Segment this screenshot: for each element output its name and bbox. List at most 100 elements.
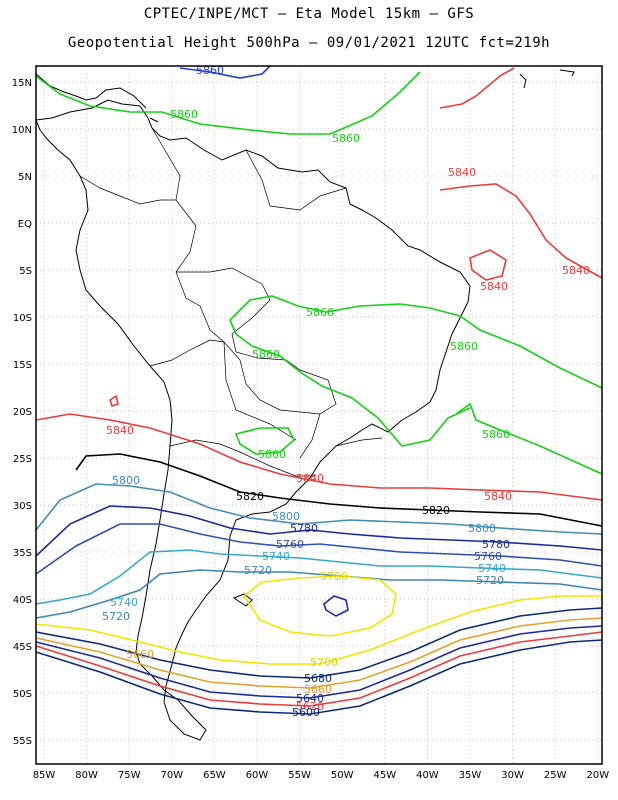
contour-label: 5860 <box>196 64 224 77</box>
contour-label: 5860 <box>450 340 478 353</box>
lat-tick-label: 10S <box>13 313 32 324</box>
contour-label: 5780 <box>290 522 318 535</box>
map-frame <box>35 65 603 765</box>
contour-5660 <box>35 617 603 689</box>
contour-5860-brazil-loop <box>229 319 471 447</box>
contour-5840-small <box>109 394 119 408</box>
falklands <box>232 593 253 607</box>
contour-label: 5620 <box>296 700 324 713</box>
contour-label: 5720 <box>244 564 272 577</box>
contour-5820 <box>75 453 603 527</box>
lat-tick-label: 20S <box>13 407 32 418</box>
contour-label: 5800 <box>468 522 496 535</box>
contour-5720 <box>35 569 603 619</box>
lat-tick-label: 15S <box>13 360 32 371</box>
contour-5860-coast <box>455 402 603 475</box>
contour-label: 5840 <box>106 424 134 437</box>
country-borders <box>79 127 383 477</box>
contour-5700-closed <box>242 575 397 637</box>
contour-5800 <box>35 483 603 535</box>
contour-5860-brazil <box>229 295 603 389</box>
contour-5840-main <box>35 413 603 501</box>
caribbean-islands <box>149 69 575 123</box>
contour-label: 5860 <box>482 428 510 441</box>
lat-tick-label: EQ <box>18 219 32 230</box>
contour-5860-closed <box>234 427 295 455</box>
contour-5600 <box>35 639 603 715</box>
contour-label: 5680 <box>304 672 332 685</box>
contour-label: 5700 <box>310 656 338 669</box>
contour-5700-small <box>323 595 349 617</box>
contour-label: 5860 <box>170 108 198 121</box>
lon-tick-label: 85W <box>33 770 56 781</box>
contour-label: 5660 <box>126 648 154 661</box>
contour-label: 5600 <box>292 706 320 719</box>
lat-tick-label: 35S <box>13 548 32 559</box>
contour-label: 5760 <box>276 538 304 551</box>
contour-5860-blue-top <box>179 65 271 79</box>
lon-tick-label: 40W <box>416 770 439 781</box>
lat-lon-grid <box>36 66 602 764</box>
lat-tick-label: 15N <box>12 78 32 89</box>
lon-tick-label: 25W <box>544 770 567 781</box>
contour-label: 5780 <box>482 538 510 551</box>
lon-tick-label: 60W <box>246 770 269 781</box>
lon-tick-label: 75W <box>118 770 141 781</box>
lat-tick-label: 30S <box>13 501 32 512</box>
contour-5740 <box>35 549 603 605</box>
lon-tick-label: 65W <box>203 770 226 781</box>
lat-tick-label: 50S <box>13 689 32 700</box>
lon-tick-label: 55W <box>288 770 311 781</box>
contours <box>35 65 603 715</box>
contour-5620 <box>35 631 603 707</box>
contour-5680 <box>35 607 603 679</box>
contour-label: 5800 <box>272 510 300 523</box>
contour-5860-north <box>35 71 421 135</box>
contour-label: 5840 <box>296 472 324 485</box>
lat-tick-label: 10N <box>12 125 32 136</box>
contour-label: 5860 <box>252 348 280 361</box>
contour-label: 5820 <box>422 504 450 517</box>
contour-label: 5860 <box>306 306 334 319</box>
contour-label: 5720 <box>102 610 130 623</box>
central-america <box>35 73 147 109</box>
contour-label: 5740 <box>110 596 138 609</box>
lat-tick-label: 5S <box>19 266 32 277</box>
lon-tick-label: 50W <box>331 770 354 781</box>
longitude-tick-labels: 85W 80W 75W 70W 65W 60W 55W 50W 45W 40W 35W 30W 25W 2… <box>33 770 610 781</box>
lon-tick-label: 80W <box>75 770 98 781</box>
contour-label: 5840 <box>484 490 512 503</box>
lon-tick-label: 35W <box>459 770 482 781</box>
contour-label: 5640 <box>296 692 324 705</box>
contour-label: 5860 <box>332 132 360 145</box>
contour-5840-east <box>439 183 603 279</box>
latitude-tick-labels: 15N 10N 5N EQ 5S 10S 15S 20S 25S 30S 35S 40S 45S 50S 5… <box>12 78 32 747</box>
lat-tick-label: 45S <box>13 642 32 653</box>
contour-label: 5760 <box>474 550 502 563</box>
map-title: CPTEC/INPE/MCT – Eta Model 15km – GFS <box>143 6 475 22</box>
contour-label: 5740 <box>478 562 506 575</box>
contour-label: 5660 <box>304 683 332 696</box>
contour-label: 5700 <box>320 570 348 583</box>
contour-label: 5840 <box>480 280 508 293</box>
contour-label: 5740 <box>262 550 290 563</box>
contour-label: 5720 <box>476 574 504 587</box>
lat-tick-label: 25S <box>13 454 32 465</box>
contour-label: 5860 <box>258 448 286 461</box>
contour-5700-south <box>35 595 602 665</box>
contour-5780 <box>35 505 603 557</box>
lon-tick-label: 30W <box>501 770 524 781</box>
map-subtitle: Geopotential Height 500hPa – 09/01/2021 … <box>67 35 551 51</box>
contour-5840-loop <box>469 249 507 281</box>
contour-label: 5840 <box>562 264 590 277</box>
contour-label: 5840 <box>448 166 476 179</box>
lat-tick-label: 40S <box>13 595 32 606</box>
lon-tick-label: 20W <box>586 770 609 781</box>
contour-label: 5800 <box>112 474 140 487</box>
contour-5640 <box>35 625 603 699</box>
contour-5840-north <box>439 67 515 109</box>
lat-tick-label: 55S <box>13 736 32 747</box>
lon-tick-label: 45W <box>373 770 396 781</box>
lat-tick-label: 5N <box>18 172 32 183</box>
